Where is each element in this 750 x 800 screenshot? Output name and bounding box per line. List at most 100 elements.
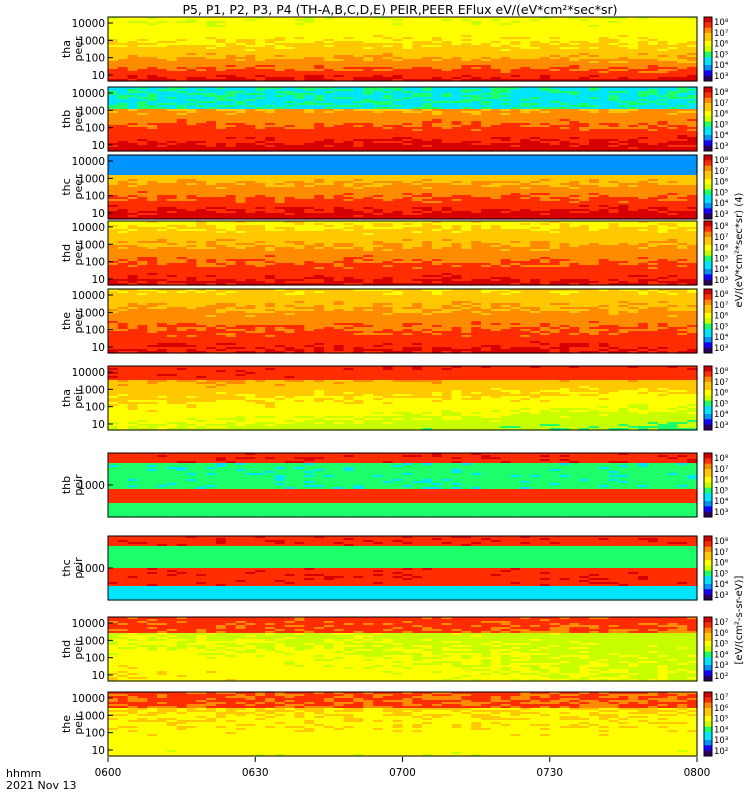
heatmap-cell	[333, 47, 345, 50]
heatmap-cell	[539, 21, 551, 24]
heatmap-cell	[598, 27, 610, 30]
heatmap-cell	[196, 37, 207, 40]
heatmap-cell	[638, 21, 649, 24]
heatmap-cell	[431, 35, 443, 38]
heatmap-cell	[461, 37, 472, 40]
heatmap-cell	[461, 31, 472, 34]
heatmap-cell	[520, 45, 531, 48]
heatmap-cell	[598, 35, 610, 38]
heatmap-cell	[245, 39, 256, 42]
heatmap-cell	[363, 25, 374, 28]
y-tick-label: 10	[92, 140, 105, 152]
heatmap-cell	[382, 21, 394, 24]
heatmap-cell	[451, 45, 462, 48]
heatmap-cell	[274, 53, 286, 56]
heatmap-cell	[451, 19, 462, 22]
heatmap-cell	[441, 43, 453, 46]
heatmap-cell	[559, 35, 570, 38]
heatmap-cell	[471, 49, 482, 52]
heatmap-cell	[657, 37, 669, 40]
heatmap-cell	[363, 41, 374, 44]
heatmap-cell	[422, 25, 433, 28]
heatmap-cell	[579, 31, 590, 34]
colorbar-tick-label: 10³	[714, 72, 728, 82]
heatmap-cell	[461, 45, 472, 48]
heatmap-cell	[481, 17, 492, 20]
heatmap-cell	[628, 49, 639, 52]
heatmap-cell	[157, 47, 168, 50]
heatmap-cell	[353, 33, 364, 36]
heatmap-cell	[373, 33, 384, 36]
heatmap-cell	[225, 33, 237, 36]
heatmap-cell	[225, 49, 237, 52]
heatmap-cell	[579, 41, 590, 44]
heatmap-cell	[490, 35, 502, 38]
heatmap-cell	[598, 29, 610, 32]
heatmap-cell	[196, 45, 207, 48]
heatmap-cell	[176, 47, 188, 50]
heatmap-cell	[196, 43, 207, 46]
heatmap-cell	[598, 43, 610, 46]
heatmap-cell	[431, 47, 443, 50]
heatmap-cell	[108, 55, 119, 58]
heatmap-cell	[108, 47, 119, 50]
heatmap-cell	[206, 43, 217, 46]
heatmap-cell	[647, 21, 659, 24]
heatmap-cell	[284, 31, 296, 34]
heatmap-cell	[500, 21, 512, 24]
heatmap-cell	[402, 37, 413, 40]
heatmap-cell	[471, 17, 482, 20]
heatmap-cell	[333, 21, 345, 24]
heatmap-cell	[667, 33, 678, 36]
heatmap-cell	[108, 45, 119, 48]
heatmap-cell	[431, 29, 443, 32]
heatmap-cell	[108, 35, 119, 38]
heatmap-cell	[392, 25, 404, 28]
heatmap-cell	[343, 47, 355, 50]
heatmap-cell	[265, 37, 276, 40]
heatmap-cell	[255, 47, 266, 50]
heatmap-cell	[117, 39, 129, 42]
heatmap-cell	[137, 19, 148, 22]
heatmap-cell	[117, 33, 129, 36]
heatmap-cell	[137, 45, 148, 48]
heatmap-cell	[530, 33, 541, 36]
heatmap-cell	[638, 35, 649, 38]
heatmap-cell	[382, 31, 394, 34]
heatmap-cell	[461, 51, 472, 54]
heatmap-cell	[382, 17, 394, 20]
heatmap-cell	[422, 35, 433, 38]
heatmap-cell	[530, 51, 541, 54]
heatmap-cell	[196, 21, 207, 24]
heatmap-cell	[166, 51, 178, 54]
heatmap-cell	[333, 43, 345, 46]
heatmap-cell	[147, 19, 158, 22]
heatmap-cell	[539, 25, 551, 28]
heatmap-cell	[598, 25, 610, 28]
heatmap-cell	[412, 31, 423, 34]
heatmap-cell	[677, 17, 688, 20]
heatmap-cell	[667, 23, 678, 26]
heatmap-cell	[137, 29, 148, 32]
heatmap-cell	[412, 27, 423, 30]
heatmap-cell	[589, 53, 600, 56]
heatmap-cell	[117, 55, 129, 58]
heatmap-cell	[186, 23, 197, 26]
heatmap-cell	[481, 49, 492, 52]
heatmap-cell	[373, 29, 384, 32]
heatmap-cell	[274, 33, 286, 36]
heatmap-cell	[127, 35, 139, 38]
heatmap-cell	[500, 37, 512, 40]
heatmap-cell	[108, 43, 119, 46]
heatmap-cell	[589, 41, 600, 44]
heatmap-cell	[373, 37, 384, 40]
heatmap-cell	[471, 29, 482, 32]
heatmap-cell	[274, 43, 286, 46]
heatmap-cell	[549, 53, 561, 56]
heatmap-cell	[618, 43, 629, 46]
heatmap-cell	[382, 55, 394, 58]
heatmap-cell	[461, 21, 472, 24]
heatmap-cell	[196, 31, 207, 34]
heatmap-cell	[618, 31, 629, 34]
heatmap-cell	[314, 19, 325, 22]
